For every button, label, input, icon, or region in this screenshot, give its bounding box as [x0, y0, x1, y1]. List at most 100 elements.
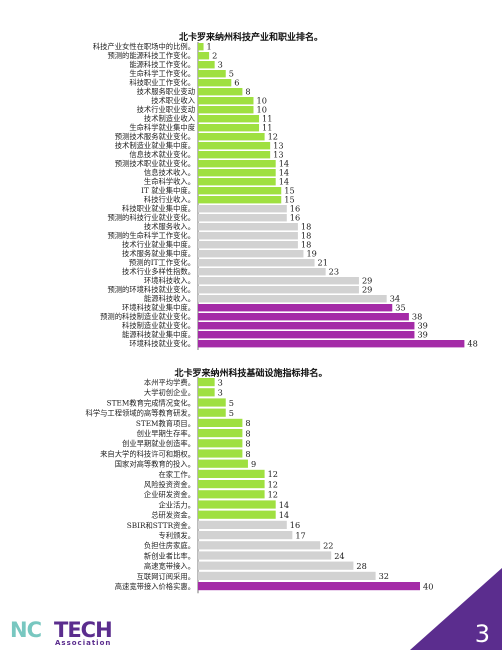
value-label-0-15: 14: [279, 177, 289, 187]
category-label-1-1: 大学初创企业。: [144, 388, 195, 397]
value-label-0-23: 19: [306, 249, 316, 259]
category-label-1-13: 总研发资金。: [151, 511, 195, 520]
bar-1-4: [198, 418, 243, 427]
category-label-0-18: 科技职业就业集中度。: [122, 204, 195, 213]
logo-association-text: Association: [55, 639, 112, 647]
category-label-1-3: 科学与工程领域的高等教育研发。: [86, 409, 195, 418]
category-label-0-20: 技术服务收入。: [144, 222, 195, 231]
category-label-0-7: 技术行业职业变动: [137, 105, 195, 114]
bar-1-3: [198, 408, 226, 417]
value-label-0-14: 14: [279, 168, 289, 178]
category-label-0-31: 科技制造业就业变化。: [122, 321, 195, 330]
bar-1-12: [198, 500, 276, 509]
page-number: 3: [474, 620, 490, 648]
value-label-1-10: 12: [268, 479, 278, 489]
value-label-0-2: 3: [218, 60, 223, 70]
bar-0-33: [198, 340, 465, 348]
bar-1-6: [198, 439, 243, 448]
bar-0-23: [198, 250, 304, 258]
value-label-0-27: 29: [362, 285, 372, 295]
category-label-0-22: 技术行业就业集中度。: [122, 240, 195, 249]
corner-triangle: [410, 568, 502, 650]
bar-0-20: [198, 223, 298, 231]
bar-0-14: [198, 169, 276, 177]
bar-0-13: [198, 160, 276, 168]
category-label-0-32: 能源科技就业集中度。: [122, 330, 195, 339]
bar-0-27: [198, 286, 359, 294]
category-label-0-2: 能源科技工作变化。: [129, 60, 195, 69]
value-label-1-4: 8: [245, 418, 250, 428]
category-label-0-28: 能源科技收入。: [144, 294, 195, 303]
category-label-1-16: 负担住房家庭。: [144, 541, 195, 550]
bar-0-16: [198, 187, 282, 195]
value-label-0-6: 10: [257, 96, 267, 106]
bar-0-4: [198, 79, 232, 87]
logo-tech-text: TECH: [54, 618, 113, 642]
category-label-0-1: 预测的能源科技工作变化。: [107, 51, 195, 60]
value-label-0-4: 6: [234, 78, 239, 88]
category-label-0-4: 科技职业工作变化。: [129, 78, 195, 87]
value-label-1-9: 12: [268, 469, 278, 479]
logo-nc-text: NC: [10, 618, 42, 642]
category-label-1-5: 创业早期生存率。: [137, 429, 195, 438]
category-label-0-13: 预测技术职业就业变化。: [115, 159, 195, 168]
category-label-0-11: 技术制造业就业集中度。: [115, 141, 195, 150]
value-label-0-7: 10: [257, 105, 267, 115]
value-label-0-21: 18: [301, 231, 311, 241]
bar-0-5: [198, 88, 243, 96]
category-label-0-5: 技术服务职业变动: [137, 87, 195, 96]
category-label-1-0: 本州平均学费。: [144, 378, 195, 387]
category-label-1-15: 专利颁发。: [159, 531, 195, 540]
bar-0-17: [198, 196, 282, 204]
value-label-1-6: 8: [245, 439, 250, 449]
bar-0-24: [198, 259, 315, 267]
category-label-0-19: 预测的科技行业就业变化。: [107, 213, 195, 222]
bar-1-8: [198, 459, 248, 468]
value-label-0-0: 1: [207, 42, 212, 52]
bar-1-0: [198, 378, 215, 387]
bar-1-17: [198, 551, 332, 560]
bar-0-18: [198, 205, 287, 213]
value-label-0-18: 16: [290, 204, 300, 214]
category-label-0-21: 预测的生命科学工作变化。: [107, 231, 195, 240]
category-label-0-0: 科技产业女性在职场中的比例。: [93, 42, 195, 51]
bar-0-1: [198, 52, 210, 60]
category-label-1-20: 高速宽带接入价格实惠。: [115, 582, 195, 591]
value-label-1-0: 3: [218, 377, 223, 387]
value-label-0-19: 16: [290, 213, 300, 223]
category-label-0-10: 预测技术服务就业变化。: [115, 132, 195, 141]
value-label-0-22: 18: [301, 240, 311, 250]
category-label-0-8: 技术制造业收入: [144, 114, 196, 123]
bar-0-11: [198, 142, 271, 150]
value-label-0-29: 35: [395, 303, 405, 313]
value-label-1-7: 8: [245, 449, 250, 459]
bar-1-7: [198, 449, 243, 458]
category-label-0-16: IT 就业集中度。: [141, 186, 195, 195]
bar-0-19: [198, 214, 287, 222]
bar-0-28: [198, 295, 387, 303]
value-label-1-8: 9: [251, 459, 256, 469]
category-label-0-33: 环境科技就业变化。: [129, 339, 195, 348]
value-label-1-15: 17: [295, 530, 305, 540]
value-label-1-1: 3: [218, 388, 223, 398]
category-label-1-12: 企业活力。: [159, 500, 195, 509]
chart-title-infrastructure: 北卡罗来纳州科技基础设施指标排名。: [174, 369, 328, 379]
bar-0-31: [198, 322, 415, 330]
value-label-0-25: 23: [329, 267, 339, 277]
category-label-0-12: 信息技术就业变化。: [129, 150, 195, 159]
bar-1-1: [198, 388, 215, 397]
bar-0-29: [198, 304, 393, 312]
value-label-0-30: 38: [412, 312, 422, 322]
bar-0-9: [198, 124, 260, 132]
value-label-0-10: 12: [268, 132, 278, 142]
bar-0-8: [198, 115, 260, 123]
value-label-1-17: 24: [334, 551, 344, 561]
category-label-1-11: 企业研发资金。: [144, 490, 195, 499]
value-label-1-19: 32: [379, 571, 389, 581]
bar-1-18: [198, 561, 354, 570]
category-label-0-24: 预测的IT工作变化。: [129, 258, 195, 267]
category-label-1-17: 新创业者比率。: [144, 551, 195, 560]
industry-ranking-chart: 科技产业女性在职场中的比例。 1 预测的能源科技工作变化。 2 能源科技工作变化。 3 生命…: [93, 42, 478, 350]
value-label-0-12: 13: [273, 150, 283, 160]
bar-1-16: [198, 541, 321, 550]
